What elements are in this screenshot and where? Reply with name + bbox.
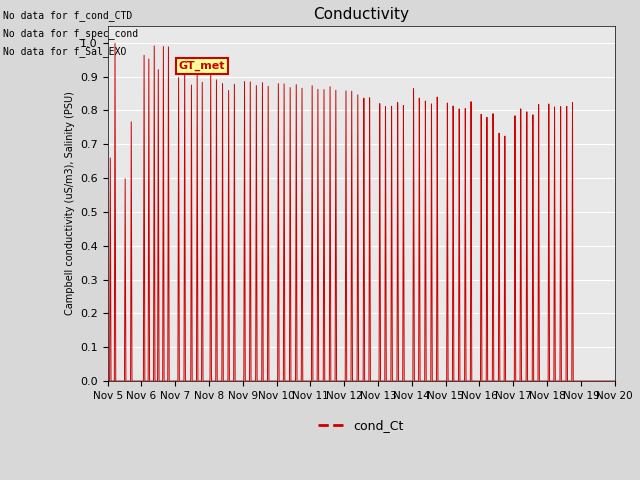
Title: Conductivity: Conductivity	[313, 7, 409, 22]
Y-axis label: Campbell conductivity (uS/m3), Salinity (PSU): Campbell conductivity (uS/m3), Salinity …	[65, 92, 74, 315]
Text: GT_met: GT_met	[179, 60, 225, 71]
Text: No data for f_Sal_EXO: No data for f_Sal_EXO	[3, 46, 127, 57]
Legend: cond_Ct: cond_Ct	[314, 414, 409, 437]
Text: No data for f_cond_CTD: No data for f_cond_CTD	[3, 10, 132, 21]
Text: No data for f_spec_cond: No data for f_spec_cond	[3, 28, 138, 39]
